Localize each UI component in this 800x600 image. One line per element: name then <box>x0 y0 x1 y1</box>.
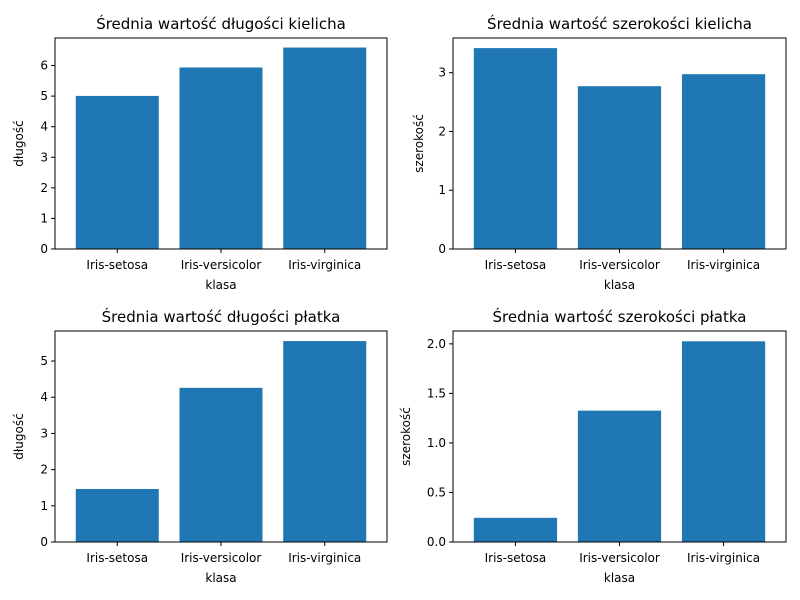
bar-iris-virginica <box>283 47 367 250</box>
y-tick-label: 0 <box>438 242 446 256</box>
x-tick-label: Iris-versicolor <box>181 551 262 565</box>
y-tick-label: 0.5 <box>427 485 446 499</box>
y-tick-label: 0 <box>40 535 48 549</box>
bar-iris-virginica <box>681 74 766 249</box>
x-axis-label: klasa <box>604 278 635 292</box>
x-axis-label: klasa <box>205 278 236 292</box>
chart-panel-3: Średnia wartość długości płatka 0 1 2 3 4 5 Iri… <box>12 307 388 585</box>
y-tick-label: 1.5 <box>427 386 446 400</box>
y-tick-label: 2 <box>438 124 446 138</box>
chart-panel-1: Średnia wartość długości kielicha 0 1 2 3 4 5 6… <box>12 14 388 292</box>
chart-panel-2: Średnia wartość szerokości kielicha 0 1 2 3 I… <box>412 14 787 292</box>
bar-iris-versicolor <box>577 86 662 250</box>
x-tick-label: Iris-virginica <box>687 258 760 272</box>
bar-iris-versicolor <box>179 67 263 249</box>
y-axis-label: szerokość <box>412 114 426 173</box>
y-tick-label: 2 <box>40 463 48 477</box>
x-tick-label: Iris-setosa <box>86 551 148 565</box>
y-tick-label: 0 <box>40 242 48 256</box>
bar-iris-versicolor <box>577 410 662 542</box>
y-tick-label: 1 <box>40 211 48 225</box>
bar-iris-setosa <box>473 517 558 542</box>
chart-panel-4: Średnia wartość szerokości płatka 0.0 0.5 1… <box>399 307 787 585</box>
x-tick-label: Iris-setosa <box>485 258 547 272</box>
x-tick-label: Iris-virginica <box>687 551 760 565</box>
y-axis-label: szerokość <box>399 407 413 466</box>
y-tick-label: 1 <box>438 183 446 197</box>
y-tick-label: 4 <box>40 120 48 134</box>
y-tick-label: 6 <box>40 59 48 73</box>
bar-iris-versicolor <box>179 387 263 542</box>
y-tick-label: 3 <box>438 66 446 80</box>
y-tick-label: 1.0 <box>427 436 446 450</box>
y-tick-label: 2 <box>40 181 48 195</box>
bar-iris-virginica <box>681 341 766 542</box>
bar-iris-setosa <box>75 489 159 542</box>
y-tick-label: 5 <box>40 89 48 103</box>
y-tick-label: 5 <box>40 354 48 368</box>
bar-iris-virginica <box>283 341 367 542</box>
x-axis-label: klasa <box>604 571 635 585</box>
y-tick-label: 3 <box>40 150 48 164</box>
chart-title: Średnia wartość długości kielicha <box>96 14 346 33</box>
x-tick-label: Iris-setosa <box>86 258 148 272</box>
y-tick-label: 3 <box>40 426 48 440</box>
bar-iris-setosa <box>473 48 558 249</box>
y-axis-label: długość <box>12 413 26 459</box>
chart-title: Średnia wartość długości płatka <box>102 307 341 326</box>
x-tick-label: Iris-virginica <box>288 551 361 565</box>
x-axis-label: klasa <box>205 571 236 585</box>
y-tick-label: 0.0 <box>427 535 446 549</box>
chart-title: Średnia wartość szerokości płatka <box>493 307 747 326</box>
y-tick-label: 1 <box>40 499 48 513</box>
y-axis-label: długość <box>12 120 26 166</box>
x-tick-label: Iris-versicolor <box>579 551 660 565</box>
x-tick-label: Iris-versicolor <box>181 258 262 272</box>
chart-title: Średnia wartość szerokości kielicha <box>487 14 752 33</box>
x-tick-label: Iris-versicolor <box>579 258 660 272</box>
bar-iris-setosa <box>75 95 159 249</box>
x-tick-label: Iris-virginica <box>288 258 361 272</box>
x-tick-label: Iris-setosa <box>485 551 547 565</box>
y-tick-label: 2.0 <box>427 337 446 351</box>
y-tick-label: 4 <box>40 390 48 404</box>
